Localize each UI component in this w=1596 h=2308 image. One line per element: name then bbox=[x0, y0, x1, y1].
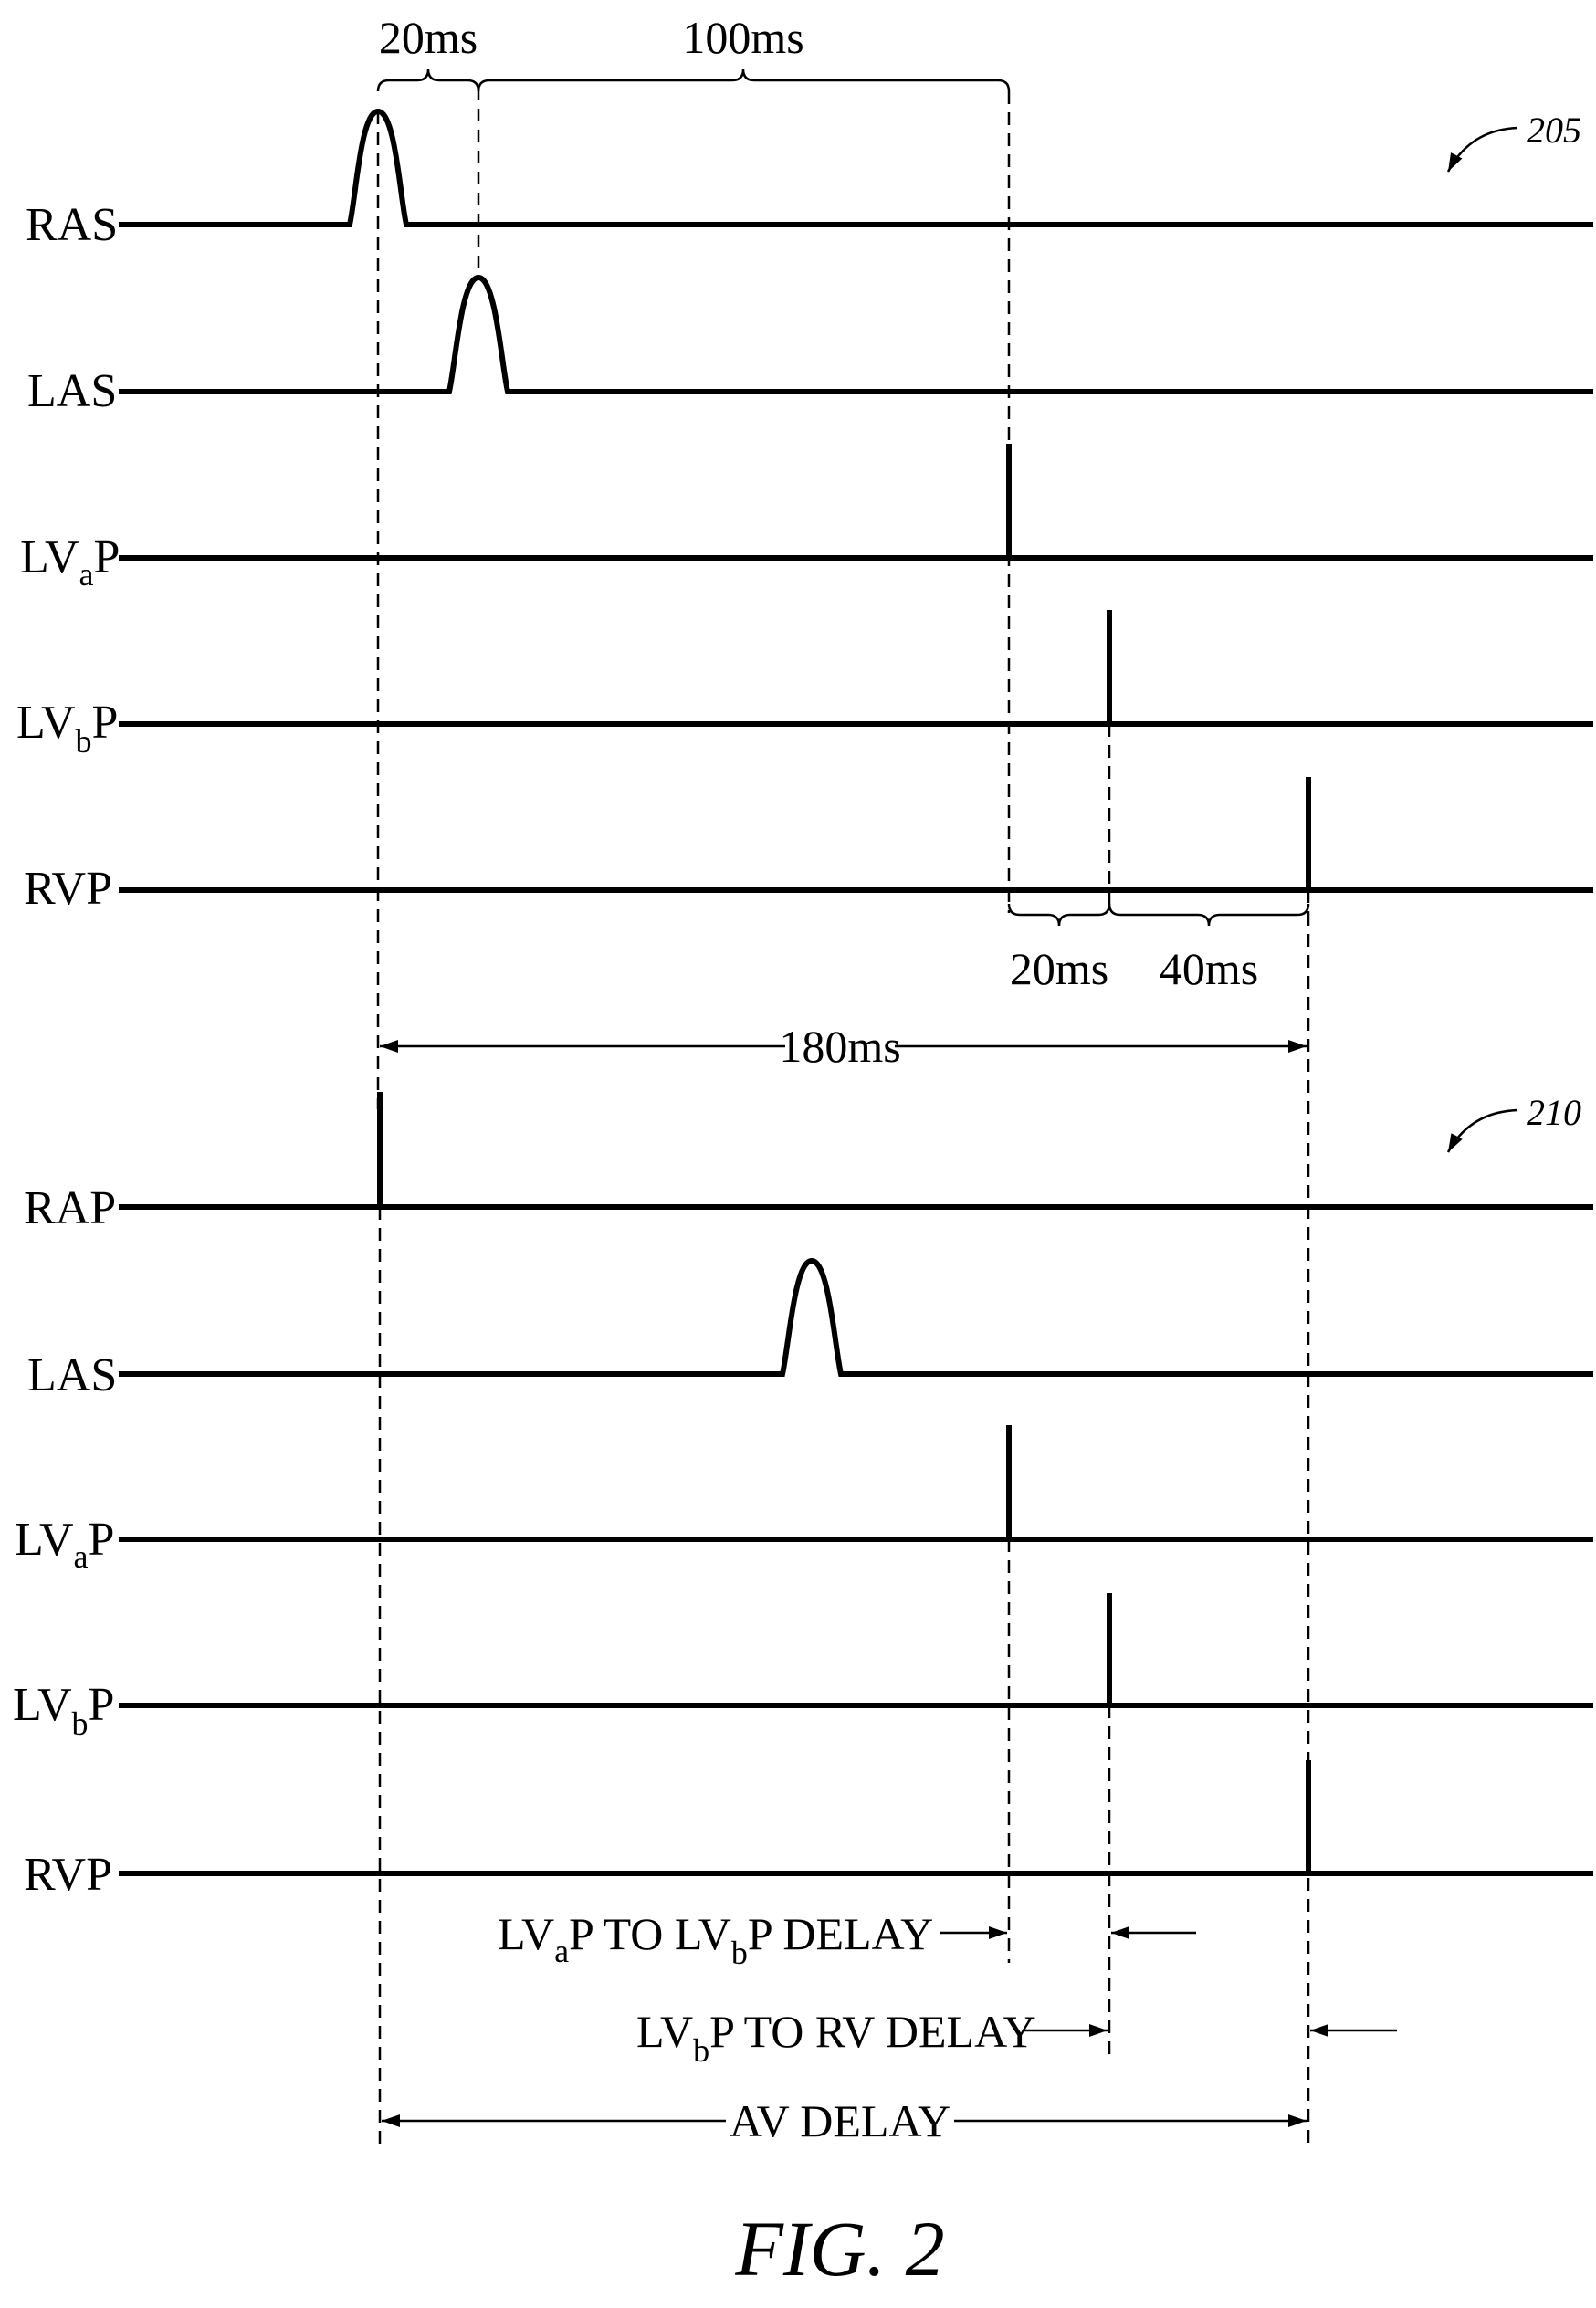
ref-205-leader bbox=[1448, 128, 1517, 172]
label-40ms: 40ms bbox=[1160, 943, 1258, 994]
signal-label-rvp-2: RVP bbox=[24, 1849, 112, 1901]
signal-label-lvap-2: LVaP bbox=[15, 1514, 114, 1575]
label-20ms-bottom: 20ms bbox=[1010, 943, 1108, 994]
signal-label-ras: RAS bbox=[26, 199, 118, 251]
figure-label: FIG. 2 bbox=[734, 2205, 944, 2292]
signal-label-rvp: RVP bbox=[24, 863, 112, 915]
ref-210: 210 bbox=[1527, 1092, 1581, 1133]
signal-label-lvbp-2: LVbP bbox=[13, 1679, 114, 1742]
brace-20ms-top bbox=[378, 69, 478, 91]
label-av-delay: AV DELAY bbox=[730, 2095, 950, 2146]
ras-trace bbox=[119, 111, 1593, 225]
brace-20ms-bottom bbox=[1009, 904, 1109, 926]
label-lvbp-to-rv-delay: LVbP TO RV DELAY bbox=[636, 2006, 1036, 2069]
brace-40ms bbox=[1109, 904, 1308, 926]
signal-label-las: LAS bbox=[27, 365, 117, 417]
label-lvap-to-lvbp-delay: LVaP TO LVbP DELAY bbox=[498, 1908, 933, 1971]
label-20ms-top: 20ms bbox=[379, 12, 478, 63]
signal-label-las-2: LAS bbox=[27, 1349, 117, 1401]
las-trace-2 bbox=[119, 1261, 1593, 1374]
brace-100ms bbox=[478, 69, 1009, 91]
signal-label-lvbp: LVbP bbox=[16, 697, 118, 760]
ref-210-leader bbox=[1448, 1110, 1517, 1152]
ref-205: 205 bbox=[1527, 110, 1581, 151]
label-100ms: 100ms bbox=[682, 12, 803, 63]
label-180ms: 180ms bbox=[779, 1021, 900, 1072]
signal-label-lvap: LVaP bbox=[20, 531, 120, 593]
signal-label-rap: RAP bbox=[24, 1182, 116, 1234]
las-trace bbox=[119, 278, 1593, 392]
